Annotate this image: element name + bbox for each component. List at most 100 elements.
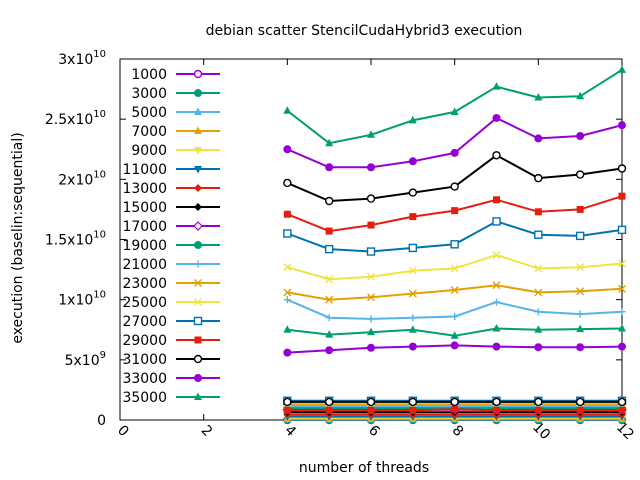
data-point — [576, 132, 585, 141]
data-point — [366, 194, 376, 203]
data-point — [283, 263, 292, 272]
series-line — [286, 116, 623, 169]
legend-item: 33000 — [122, 371, 220, 387]
series-35000 — [283, 324, 626, 339]
data-point — [618, 65, 626, 73]
legend-marker — [194, 279, 202, 287]
data-point — [324, 397, 334, 407]
data-point — [408, 243, 418, 253]
y-tick-label: 1x1010 — [58, 290, 106, 309]
data-point — [283, 178, 292, 188]
data-point — [408, 342, 417, 351]
data-point — [450, 107, 459, 115]
y-axis-label: execution (baselin:sequential) — [10, 132, 26, 343]
legend-label: 17000 — [122, 219, 167, 235]
legend-item: 3000 — [131, 86, 220, 102]
data-point — [450, 397, 459, 407]
legend-item: 9000 — [131, 143, 220, 159]
data-point — [575, 397, 585, 407]
data-point — [409, 406, 417, 414]
series-line — [286, 154, 623, 203]
data-point — [367, 293, 375, 302]
legend-label: 11000 — [122, 162, 167, 178]
data-point — [283, 296, 291, 304]
legend-marker — [193, 221, 203, 231]
y-tick-label: 0 — [97, 413, 106, 429]
data-point — [367, 343, 375, 352]
legend-marker — [194, 166, 202, 174]
legend-marker — [194, 89, 202, 97]
data-point — [575, 231, 585, 241]
data-point — [618, 308, 626, 316]
y-axis: 0 5x109 1x1010 1.5x1010 2x1010 2.5x1010 3x1010 — [45, 49, 622, 429]
data-point — [325, 295, 334, 304]
data-point — [367, 272, 375, 281]
legend-label: 9000 — [131, 143, 167, 159]
chart-title: debian scatter StencilCudaHybrid3 execut… — [206, 23, 523, 39]
data-point — [325, 138, 334, 147]
legend-item: 13000 — [122, 181, 220, 197]
data-point — [493, 196, 500, 204]
data-point — [492, 217, 501, 226]
legend-label: 19000 — [122, 238, 167, 254]
data-point — [283, 397, 292, 407]
data-point — [492, 397, 501, 407]
legend-marker — [194, 147, 202, 155]
data-point — [492, 324, 501, 332]
series-line — [287, 284, 623, 301]
legend-marker — [194, 126, 202, 134]
data-point — [409, 314, 417, 322]
data-point — [367, 315, 375, 323]
data-point — [283, 210, 291, 218]
data-point — [618, 192, 626, 200]
legend-label: 23000 — [122, 276, 167, 292]
data-point — [450, 182, 459, 191]
data-point — [283, 325, 292, 333]
legend-item: 11000 — [122, 162, 220, 178]
legend-marker — [194, 336, 202, 344]
data-point — [408, 289, 417, 298]
data-point — [325, 163, 334, 172]
series-29000 — [283, 405, 626, 414]
legend-marker — [194, 107, 202, 115]
data-point — [450, 240, 459, 249]
data-point — [450, 148, 459, 157]
series-31000 — [283, 397, 627, 407]
data-point — [534, 173, 543, 183]
data-point — [576, 310, 584, 318]
legend-label: 1000 — [131, 67, 167, 83]
x-tick-label: 4 — [281, 422, 299, 440]
data-point — [408, 397, 418, 407]
legend-item: 27000 — [122, 314, 220, 330]
data-point — [367, 221, 375, 229]
data-point — [534, 308, 542, 316]
series-unlabeled-22 — [283, 192, 626, 235]
data-point — [575, 170, 585, 179]
data-point — [618, 284, 626, 293]
data-point — [534, 288, 543, 297]
data-point — [618, 406, 626, 414]
series-unlabeled-24 — [283, 113, 626, 172]
data-point — [534, 230, 543, 239]
data-point — [325, 406, 333, 414]
data-point — [451, 405, 459, 413]
legend-label: 25000 — [122, 295, 167, 311]
data-point — [493, 406, 500, 414]
x-tick-label: 2 — [198, 422, 216, 440]
data-point — [283, 348, 292, 357]
legend-marker — [193, 316, 203, 326]
data-point — [367, 163, 375, 172]
data-point — [408, 115, 417, 124]
data-point — [492, 82, 501, 90]
legend-label: 5000 — [131, 105, 167, 121]
data-point — [450, 331, 459, 339]
series-unlabeled-25 — [283, 65, 626, 147]
data-point — [367, 130, 375, 138]
legend-item: 21000 — [122, 257, 220, 273]
legend-label: 21000 — [122, 257, 167, 273]
data-point — [618, 342, 626, 351]
data-point — [492, 151, 501, 160]
series-unlabeled-20 — [283, 251, 626, 284]
data-point — [408, 157, 417, 166]
